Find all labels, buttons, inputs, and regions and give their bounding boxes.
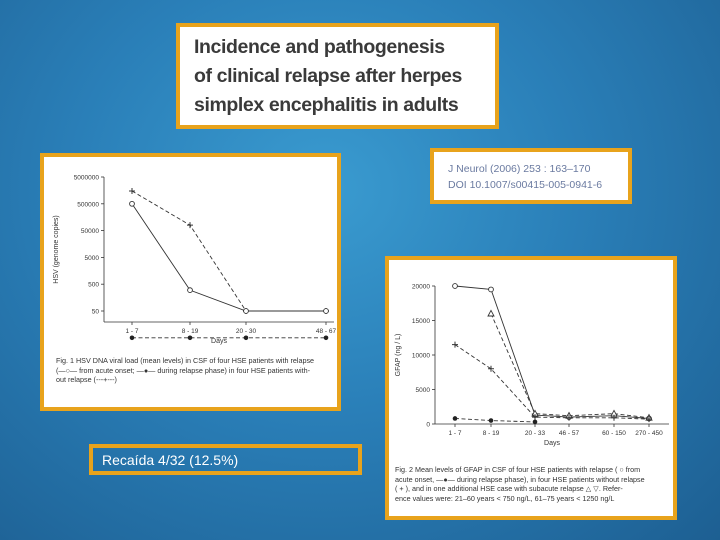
series-line [454, 418, 536, 423]
data-point-open-circle [243, 308, 249, 314]
relapse-note: Recaída 4/32 (12.5%) [102, 452, 239, 468]
series-line [131, 203, 326, 312]
data-point-filled-circle [452, 416, 458, 421]
data-point-open-circle [187, 287, 193, 293]
x-axis-label: Days [544, 440, 560, 447]
x-tick-label: 270 - 450 [635, 430, 663, 437]
data-point-cross [532, 414, 538, 421]
caption-line: Fig. 2 Mean levels of GFAP in CSF of fou… [395, 465, 641, 474]
figure2-chart: 20000 15000 10000 5000 0 1 - 7 8 - 19 20 - 33 46… [395, 283, 669, 447]
caption-line: ( + ), and in one additional HSE case wi… [395, 484, 623, 493]
y-tick-label: 50000 [81, 228, 99, 235]
data-point-triangle [487, 309, 495, 317]
data-point-open-circle [452, 283, 458, 289]
title-line: of clinical relapse after herpes [194, 65, 462, 87]
series-line [454, 344, 650, 420]
data-point-cross [187, 222, 193, 229]
citation-panel: J Neurol (2006) 253 : 163–170 DOI 10.100… [430, 148, 632, 204]
data-point-open-circle [323, 308, 329, 314]
x-tick-label: 8 - 19 [182, 328, 199, 335]
series-line [454, 285, 650, 419]
figure1-caption: Fig. 1 HSV DNA viral load (mean levels) … [56, 356, 336, 385]
caption-line: ence values were: 21–60 years < 750 ng/L… [395, 493, 615, 503]
data-point-cross [646, 416, 652, 423]
caption-line: acute onset, —●— during relapse phase), … [395, 474, 645, 484]
figure2-panel: 20000 15000 10000 5000 0 1 - 7 8 - 19 20 - 33 46… [385, 256, 677, 520]
x-tick-label: 20 - 30 [236, 328, 257, 335]
data-point-filled-circle [243, 335, 249, 341]
x-tick-label: 48 - 67 [316, 328, 337, 335]
figure1-chart: 5000000 500000 50000 5000 500 50 1 - 7 8 - 19 20… [53, 175, 337, 346]
y-axis-label: GFAP (ng / L) [395, 334, 402, 377]
y-tick-label: 0 [426, 422, 430, 429]
x-tick-label: 1 - 7 [448, 430, 461, 437]
caption-line: Fig. 1 HSV DNA viral load (mean levels) … [56, 356, 315, 365]
data-point-cross [611, 414, 617, 421]
series-line [490, 313, 650, 419]
y-tick-label: 20000 [412, 284, 430, 291]
y-tick-label: 15000 [412, 318, 430, 325]
data-point-cross [488, 365, 494, 372]
data-point-filled-circle [323, 335, 329, 341]
x-tick-label: 46 - 57 [559, 430, 580, 437]
x-axis-label: Days [211, 338, 227, 345]
y-tick-label: 500 [88, 282, 99, 289]
data-point-filled-circle [187, 335, 193, 341]
x-tick-label: 60 - 150 [602, 430, 626, 437]
data-point-filled-circle [488, 418, 494, 423]
caption-line: out relapse (---+---) [56, 375, 117, 384]
data-point-open-circle [129, 200, 135, 207]
data-point-open-circle [488, 286, 494, 293]
y-tick-label: 10000 [412, 353, 430, 360]
y-tick-label: 5000 [416, 387, 431, 394]
data-point-cross [566, 414, 572, 421]
y-tick-label: 5000000 [74, 175, 100, 182]
title-line: Incidence and pathogenesis [194, 36, 445, 58]
caption-line: (—○— from acute onset; —●— during relaps… [56, 365, 310, 375]
title-panel: Incidence and pathogenesis of clinical r… [176, 23, 499, 129]
data-point-cross [129, 188, 135, 195]
journal-reference: J Neurol (2006) 253 : 163–170 [448, 163, 591, 175]
x-tick-label: 1 - 7 [125, 328, 138, 335]
relapse-note-box: Recaída 4/32 (12.5%) [89, 444, 362, 475]
data-point-cross [452, 341, 458, 348]
series-line [131, 190, 326, 312]
doi-reference: DOI 10.1007/s00415-005-0941-6 [448, 179, 603, 191]
figure1-panel: 5000000 500000 50000 5000 500 50 1 - 7 8 - 19 20… [40, 153, 341, 411]
title-line: simplex encephalitis in adults [194, 94, 459, 116]
x-tick-label: 20 - 33 [525, 430, 546, 437]
y-axis-label: HSV (genome copies) [53, 215, 60, 283]
x-tick-label: 8 - 19 [483, 430, 500, 437]
y-tick-label: 500000 [77, 201, 99, 208]
data-point-filled-circle [129, 335, 135, 341]
y-tick-label: 5000 [85, 255, 100, 262]
y-tick-label: 50 [92, 309, 100, 316]
article-title: Incidence and pathogenesis of clinical r… [194, 33, 462, 120]
data-point-filled-circle [532, 419, 538, 425]
figure2-caption: Fig. 2 Mean levels of GFAP in CSF of fou… [395, 465, 673, 503]
